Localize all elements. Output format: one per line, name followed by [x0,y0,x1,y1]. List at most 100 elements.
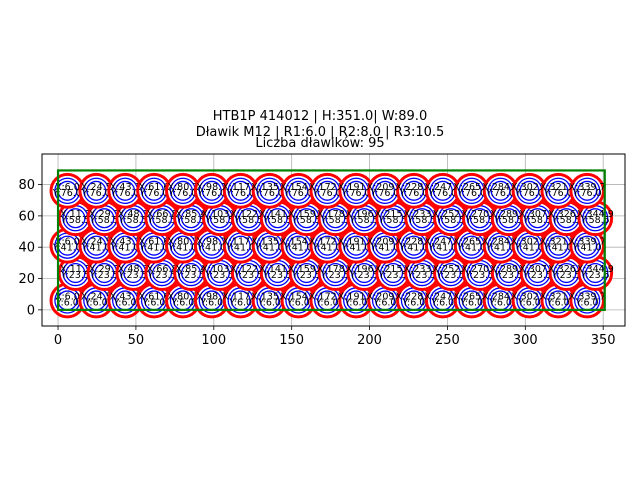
choke-x-label: X:233.7 [404,264,441,275]
choke-y-label: Y:23.5 [291,270,321,281]
choke-y-label: Y:58.5 [147,215,177,226]
choke-y-label: Y:76.0 [572,188,602,199]
choke-y-label: Y:23.5 [147,270,177,281]
choke-x-label: X:48.3 [118,264,149,275]
choke-y-label: Y:41.0 [398,243,428,254]
choke-x-label: X:344.9 [577,209,614,220]
choke-x-label: X:344.9 [577,264,614,275]
choke-x-label: X:228.5 [395,182,432,193]
choke-y-label: Y:58.5 [320,215,350,226]
choke-x-label: X:48.3 [118,209,149,220]
choke-x-label: X:122.4 [230,264,267,275]
choke-x-label: X:141.0 [259,264,296,275]
x-tick-label: 150 [279,333,304,348]
choke-x-label: X:307.8 [519,209,556,220]
choke-x-label: X:172.9 [309,182,346,193]
choke-y-label: Y:6.0 [55,297,79,308]
choke-y-label: Y:23.5 [551,270,581,281]
choke-x-label: X:252.2 [432,209,469,220]
chart-title-line2: Dławik M12 | R1:6.0 | R2:8.0 | R3:10.5 [195,125,445,140]
choke-circles: X:6.0Y:6.0X:24.5Y:6.0X:43.1Y:6.0X:61.6Y:… [49,172,614,319]
choke-y-label: Y:41.0 [572,243,602,254]
choke-x-label: X:302.6 [511,237,548,248]
choke-x-label: X:302.6 [511,182,548,193]
choke-x-label: X:228.5 [395,291,432,302]
choke-marker: X:284.1Y:76.0 [482,172,519,209]
choke-y-label: Y:58.5 [522,215,552,226]
choke-y-label: Y:76.0 [110,188,140,199]
choke-y-label: Y:41.0 [167,243,197,254]
choke-marker: X:270.8Y:23.5 [461,255,498,292]
choke-x-label: X:80.2 [167,291,198,302]
y-tick-label: 80 [18,178,35,193]
choke-y-label: Y:41.0 [52,243,82,254]
choke-marker: X:270.8Y:58.5 [461,200,498,237]
choke-x-label: X:209.9 [367,291,404,302]
choke-x-label: X:196.6 [346,209,383,220]
choke-y-label: Y:76.0 [514,188,544,199]
choke-x-label: X:265.6 [453,291,490,302]
choke-y-label: Y:41.0 [283,243,313,254]
choke-y-label: Y:41.0 [427,243,457,254]
choke-x-label: X:29.7 [89,264,120,275]
choke-x-label: X:321.2 [540,291,577,302]
choke-x-label: X:265.6 [453,182,490,193]
choke-marker: X:6.0Y:76.0 [49,172,86,209]
choke-y-label: Y:6.0 [517,297,541,308]
choke-y-label: Y:58.5 [60,215,90,226]
choke-y-label: Y:58.5 [262,215,292,226]
choke-x-label: X:159.5 [288,209,325,220]
choke-y-label: Y:76.0 [398,188,428,199]
choke-x-label: X:321.2 [540,182,577,193]
choke-x-label: X:233.7 [404,209,441,220]
choke-marker: X:302.6Y:76.0 [511,172,548,209]
choke-y-label: Y:6.0 [228,297,252,308]
x-tick-label: 250 [435,333,460,348]
choke-y-label: Y:6.0 [546,297,570,308]
choke-y-label: Y:23.5 [580,270,610,281]
x-tick-label: 350 [591,333,616,348]
choke-y-label: Y:6.0 [575,297,599,308]
choke-x-label: X:209.9 [367,237,404,248]
choke-marker: X:43.1Y:76.0 [107,172,143,209]
choke-x-label: X:85.4 [176,209,207,220]
choke-marker: X:103.9Y:23.5 [201,255,238,292]
choke-y-label: Y:41.0 [485,243,515,254]
choke-y-label: Y:76.0 [254,188,284,199]
choke-x-label: X:135.8 [251,237,288,248]
choke-y-label: Y:76.0 [456,188,486,199]
choke-marker: X:339.7Y:76.0 [569,172,606,209]
choke-marker: X:154.3Y:76.0 [280,172,317,209]
choke-y-label: Y:76.0 [52,188,82,199]
choke-y-label: Y:23.5 [118,270,148,281]
choke-x-label: X:191.4 [338,237,375,248]
choke-marker: X:215.1Y:23.5 [375,255,412,292]
choke-y-label: Y:23.5 [176,270,206,281]
choke-x-label: X:98.7 [196,291,227,302]
choke-y-label: Y:58.5 [118,215,148,226]
choke-y-label: Y:76.0 [543,188,573,199]
choke-y-label: Y:76.0 [312,188,342,199]
choke-y-label: Y:58.5 [580,215,610,226]
choke-x-label: X:339.7 [569,182,606,193]
choke-x-label: X:265.6 [453,237,490,248]
choke-marker: X:85.4Y:58.5 [173,200,209,237]
choke-y-label: Y:58.5 [176,215,206,226]
choke-y-label: Y:23.5 [262,270,292,281]
choke-x-label: X:61.6 [139,291,170,302]
choke-y-label: Y:41.0 [81,243,111,254]
choke-y-label: Y:76.0 [427,188,457,199]
choke-y-label: Y:41.0 [370,243,400,254]
choke-y-label: Y:41.0 [543,243,573,254]
choke-x-label: X:11.2 [60,264,91,275]
y-tick-label: 60 [18,209,35,224]
choke-y-label: Y:58.5 [407,215,437,226]
choke-y-label: Y:76.0 [139,188,169,199]
choke-marker: X:103.9Y:58.5 [201,200,238,237]
choke-y-label: Y:76.0 [167,188,197,199]
choke-y-label: Y:41.0 [139,243,169,254]
choke-x-label: X:321.2 [540,237,577,248]
choke-x-label: X:154.3 [280,237,317,248]
choke-y-label: Y:41.0 [341,243,371,254]
choke-x-label: X:191.4 [338,182,375,193]
